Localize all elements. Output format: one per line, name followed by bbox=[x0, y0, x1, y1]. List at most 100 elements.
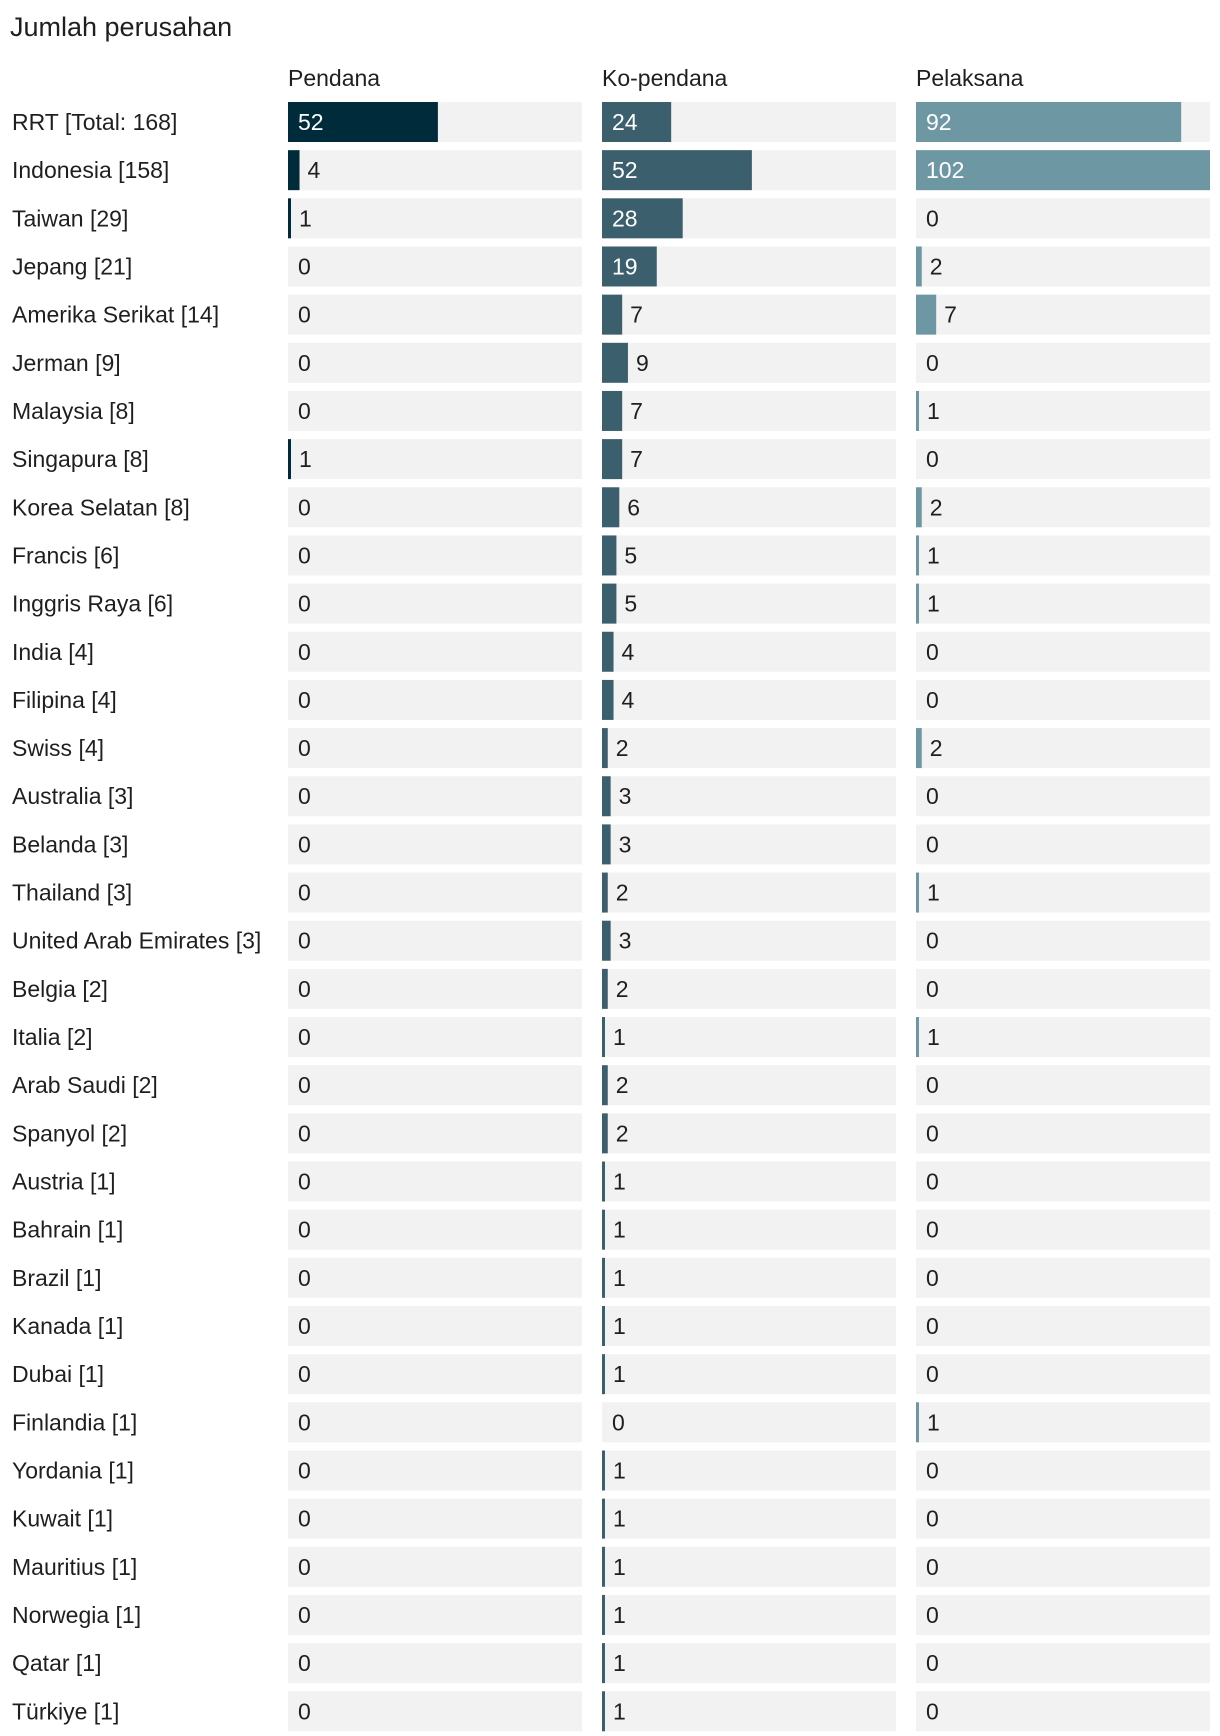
column-header-pelaksana: Pelaksana bbox=[916, 65, 1024, 91]
value-label-pendana: 0 bbox=[298, 1361, 311, 1387]
value-label-pendana: 0 bbox=[298, 1506, 311, 1532]
value-label-pendana: 0 bbox=[298, 398, 311, 424]
row-label-spanyol: Spanyol [2] bbox=[12, 1120, 127, 1146]
value-label-pelaksana: 0 bbox=[926, 639, 939, 665]
bar-track bbox=[916, 1594, 1210, 1635]
row-label-indonesia: Indonesia [158] bbox=[12, 157, 169, 183]
row-label-amerika-serikat: Amerika Serikat [14] bbox=[12, 302, 219, 328]
row-labels: RRT [Total: 168] Indonesia [158] Taiwan [2… bbox=[12, 109, 261, 1724]
row-label-kanada: Kanada [1] bbox=[12, 1313, 123, 1339]
value-label-pendana: 0 bbox=[298, 1650, 311, 1676]
bar-track bbox=[916, 390, 1210, 431]
value-label-pelaksana: 0 bbox=[926, 1698, 939, 1724]
value-label-ko-pendana: 2 bbox=[616, 735, 629, 761]
value-label-pelaksana: 102 bbox=[926, 157, 964, 183]
value-label-pendana: 4 bbox=[308, 157, 321, 183]
bar-track bbox=[288, 1643, 582, 1684]
value-label-ko-pendana: 0 bbox=[612, 1409, 625, 1435]
row-label-kuwait: Kuwait [1] bbox=[12, 1506, 113, 1532]
bar-track bbox=[916, 824, 1210, 865]
value-label-pendana: 0 bbox=[298, 1120, 311, 1146]
value-label-pelaksana: 0 bbox=[926, 1169, 939, 1195]
bar-track bbox=[288, 824, 582, 865]
value-label-pendana: 0 bbox=[298, 1698, 311, 1724]
bar-track bbox=[602, 968, 896, 1009]
row-label-t-rkiye: Türkiye [1] bbox=[12, 1698, 119, 1724]
bar-ko-pendana-austria bbox=[602, 1161, 605, 1202]
bar-ko-pendana-mauritius bbox=[602, 1546, 605, 1587]
bar-track bbox=[916, 1691, 1210, 1732]
bar-pelaksana-rrt bbox=[916, 102, 1182, 142]
value-label-ko-pendana: 1 bbox=[613, 1602, 626, 1628]
bar-track bbox=[916, 872, 1210, 913]
row-label-belanda: Belanda [3] bbox=[12, 831, 128, 857]
bar-pendana-singapura bbox=[288, 439, 291, 480]
value-label-pelaksana: 0 bbox=[926, 1650, 939, 1676]
value-label-ko-pendana: 6 bbox=[627, 494, 640, 520]
row-label-filipina: Filipina [4] bbox=[12, 687, 117, 713]
bar-track bbox=[602, 1594, 896, 1635]
value-label-pelaksana: 0 bbox=[926, 1265, 939, 1291]
row-label-united-arab-emirates: United Arab Emirates [3] bbox=[12, 928, 261, 954]
row-label-mauritius: Mauritius [1] bbox=[12, 1554, 137, 1580]
bar-track bbox=[288, 390, 582, 431]
value-label-pendana: 0 bbox=[298, 253, 311, 279]
value-label-pelaksana: 2 bbox=[930, 494, 943, 520]
row-label-belgia: Belgia [2] bbox=[12, 976, 108, 1002]
row-label-francis: Francis [6] bbox=[12, 542, 119, 568]
bar-ko-pendana-brazil bbox=[602, 1257, 605, 1298]
bar-track bbox=[916, 439, 1210, 480]
value-label-ko-pendana: 1 bbox=[613, 1698, 626, 1724]
bar-track bbox=[916, 1209, 1210, 1250]
row-label-india: India [4] bbox=[12, 639, 94, 665]
value-label-pelaksana: 0 bbox=[926, 350, 939, 376]
bar-track bbox=[916, 1306, 1210, 1346]
value-label-ko-pendana: 4 bbox=[622, 639, 635, 665]
bar-track bbox=[288, 1354, 582, 1395]
bar-track bbox=[288, 968, 582, 1009]
row-label-jepang: Jepang [21] bbox=[12, 253, 132, 279]
bar-track bbox=[916, 679, 1210, 720]
value-label-pelaksana: 1 bbox=[927, 542, 940, 568]
value-label-pelaksana: 1 bbox=[927, 591, 940, 617]
value-label-pelaksana: 2 bbox=[930, 735, 943, 761]
bar-track bbox=[288, 920, 582, 961]
value-label-pendana: 52 bbox=[298, 109, 324, 135]
bar-track bbox=[602, 1691, 896, 1732]
value-label-ko-pendana: 1 bbox=[613, 1169, 626, 1195]
bar-ko-pendana-jepang bbox=[602, 246, 657, 287]
bar-ko-pendana-india bbox=[602, 631, 614, 672]
row-label-brazil: Brazil [1] bbox=[12, 1265, 101, 1291]
value-label-pelaksana: 0 bbox=[926, 928, 939, 954]
value-label-ko-pendana: 1 bbox=[613, 1506, 626, 1532]
value-label-pendana: 0 bbox=[298, 1169, 311, 1195]
value-label-pendana: 0 bbox=[298, 639, 311, 665]
value-label-pelaksana: 0 bbox=[926, 1072, 939, 1098]
bar-track bbox=[288, 1594, 582, 1635]
bar-track bbox=[916, 342, 1210, 383]
column-headers: Pendana Ko-pendana Pelaksana bbox=[288, 65, 1024, 91]
value-label-ko-pendana: 3 bbox=[619, 831, 632, 857]
bar-track bbox=[602, 583, 896, 624]
bar-track bbox=[602, 1450, 896, 1491]
value-label-pelaksana: 92 bbox=[926, 109, 952, 135]
bar-pelaksana-swiss bbox=[916, 728, 922, 769]
bar-ko-pendana-italia bbox=[602, 1017, 605, 1058]
value-label-pelaksana: 0 bbox=[926, 205, 939, 231]
value-label-pendana: 0 bbox=[298, 350, 311, 376]
bar-ko-pendana-kuwait bbox=[602, 1498, 605, 1539]
bar-pelaksana-korea-selatan bbox=[916, 487, 922, 528]
bar-ko-pendana-arab-saudi bbox=[602, 1065, 608, 1106]
bar-ko-pendana-taiwan bbox=[602, 198, 683, 239]
bar-pelaksana-finlandia bbox=[916, 1402, 919, 1443]
bar-track bbox=[288, 1306, 582, 1346]
bar-track bbox=[602, 1209, 896, 1250]
value-label-pendana: 0 bbox=[298, 1554, 311, 1580]
bar-track bbox=[288, 1017, 582, 1058]
value-label-ko-pendana: 3 bbox=[619, 928, 632, 954]
row-label-taiwan: Taiwan [29] bbox=[12, 205, 128, 231]
bar-pelaksana-inggris-raya bbox=[916, 583, 919, 624]
value-label-pelaksana: 0 bbox=[926, 687, 939, 713]
bar-track bbox=[288, 535, 582, 576]
